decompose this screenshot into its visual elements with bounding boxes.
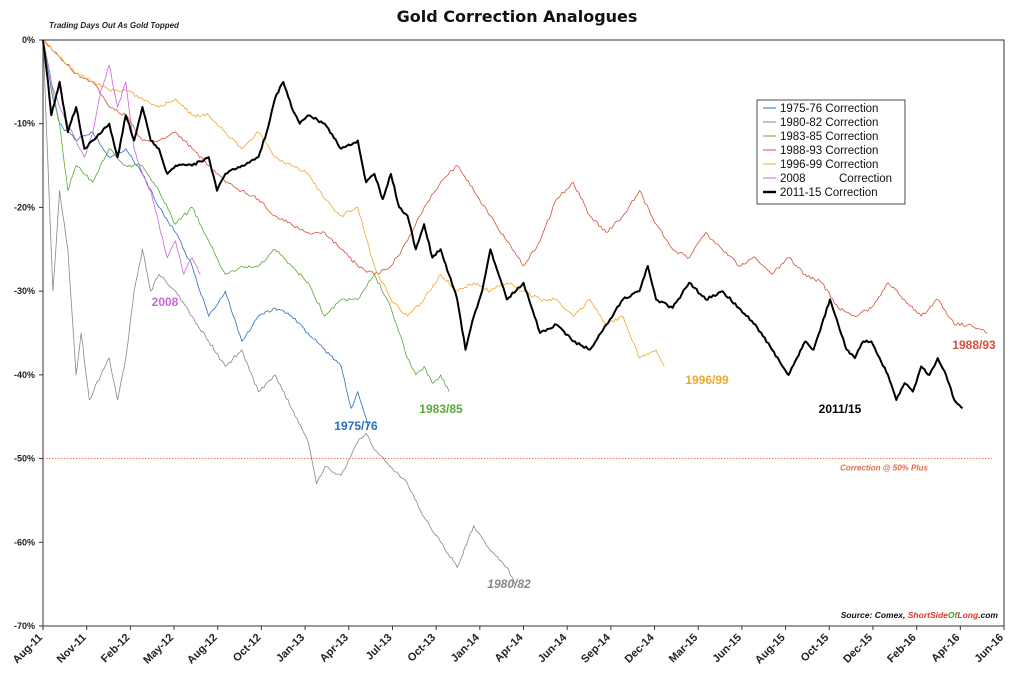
x-tick-label: Aug-15: [753, 632, 788, 667]
end-label-2008: 2008: [152, 295, 179, 309]
legend: 1975-76 Correction 1980-82 Correction 1983…: [756, 99, 906, 205]
end-label-1988-93: 1988/93: [952, 338, 996, 352]
x-tick-label: Feb-16: [885, 632, 919, 666]
series-line-1996-99: [42, 39, 665, 367]
x-axis: Aug-11 Nov-11 Feb-12 May-12 Aug-12 Oct-12 Jan-…: [11, 626, 1006, 666]
x-tick-label: Dec-15: [841, 632, 875, 666]
y-tick-label: -50%: [14, 454, 35, 464]
y-axis: 0% -10% -20% -30% -40% -50% -60% -70%: [14, 35, 43, 631]
source-note: Source: Comex, ShortSideOfLong.com: [841, 610, 999, 620]
end-label-1975-76: 1975/76: [334, 419, 378, 433]
y-tick-label: 0%: [22, 35, 35, 45]
x-tick-label: Nov-11: [55, 632, 89, 666]
series-line-2008: [42, 39, 201, 275]
x-tick-label: Jun-16: [973, 632, 1007, 666]
series-group: [42, 39, 988, 585]
source-brand-long: Long: [957, 610, 979, 620]
reference-line-group: Correction @ 50% Plus: [43, 458, 992, 473]
x-tick-label: Feb-12: [99, 632, 133, 666]
legend-label: 2008 Correction: [780, 173, 892, 185]
legend-box: [756, 99, 906, 205]
series-line-1983-85: [42, 39, 450, 392]
legend-label: 1996-99 Correction: [780, 159, 878, 171]
x-tick-label: Apr-14: [492, 631, 526, 665]
y-tick-label: -60%: [14, 537, 35, 547]
y-tick-label: -70%: [14, 621, 35, 631]
x-tick-label: Oct-13: [406, 632, 439, 665]
x-tick-label: Sep-14: [579, 631, 614, 666]
x-tick-label: Apr-16: [929, 632, 962, 665]
reference-line-label: Correction @ 50% Plus: [840, 464, 928, 473]
chart-title: Gold Correction Analogues: [397, 7, 638, 26]
x-tick-label: Jun-15: [710, 632, 744, 666]
x-tick-label: Dec-14: [623, 631, 658, 666]
source-brand-of: Of: [948, 610, 959, 620]
x-tick-label: Jul-13: [364, 632, 395, 663]
end-labels: 1980/82 1975/76 1983/85 1988/93 1996/99 2008 2…: [152, 295, 996, 591]
series-line-1980-82: [42, 39, 516, 585]
y-tick-label: -30%: [14, 286, 35, 296]
legend-label: 2011-15 Correction: [780, 187, 878, 199]
legend-label: 1975-76 Correction: [780, 103, 878, 115]
series-line-1988-93: [42, 39, 988, 334]
source-prefix: Source: Comex,: [841, 610, 908, 620]
series-line-2011-15: [42, 39, 964, 410]
x-tick-label: Aug-12: [185, 632, 220, 667]
end-label-1996-99: 1996/99: [685, 373, 729, 387]
end-label-1980-82: 1980/82: [487, 577, 531, 591]
source-suffix: .com: [978, 610, 998, 620]
x-tick-label: May-12: [141, 632, 176, 667]
x-tick-label: Apr-13: [318, 632, 351, 665]
y-tick-label: -40%: [14, 370, 35, 380]
y-tick-label: -20%: [14, 202, 35, 212]
x-tick-label: Jun-14: [536, 631, 570, 665]
legend-label: 1983-85 Correction: [780, 131, 878, 143]
x-tick-label: Oct-12: [231, 632, 264, 665]
chart-subtitle: Trading Days Out As Gold Topped: [49, 21, 180, 30]
source-brand-shortside: ShortSide: [908, 610, 948, 620]
x-tick-label: Oct-15: [799, 632, 832, 665]
legend-label: 1980-82 Correction: [780, 117, 878, 129]
end-label-1983-85: 1983/85: [419, 402, 463, 416]
x-tick-label: Mar-15: [667, 632, 701, 666]
y-tick-label: -10%: [14, 119, 35, 129]
x-tick-label: Jan-14: [449, 631, 483, 665]
legend-label: 1988-93 Correction: [780, 145, 878, 157]
x-tick-label: Jan-13: [274, 632, 307, 665]
x-tick-label: Aug-11: [11, 632, 45, 666]
end-label-2011-15: 2011/15: [819, 402, 862, 416]
